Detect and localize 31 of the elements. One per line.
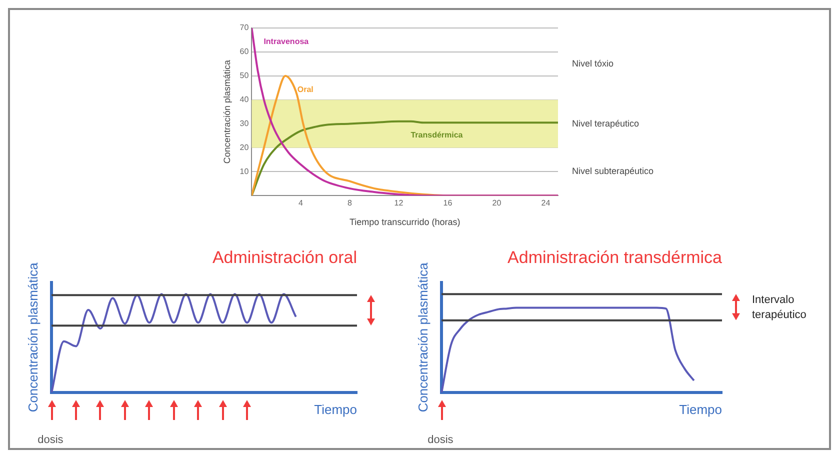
text: Nivel subterapéutico	[572, 166, 654, 176]
series-label: Transdérmica	[410, 130, 464, 140]
y-tick-label: 30	[240, 118, 250, 128]
text: dosis	[38, 434, 64, 446]
chart-title: Administración transdérmica	[508, 248, 723, 267]
y-tick-label: 40	[240, 95, 250, 104]
line-series	[252, 28, 558, 196]
text: Intervalo terapéutico	[752, 294, 806, 321]
x-tick-label: 8	[347, 198, 352, 208]
series-label: Intravenosa	[264, 37, 310, 46]
chart-title: Administración oral	[212, 248, 357, 267]
x-tick-label: 12	[394, 198, 404, 208]
band-label: Nivel terapéutico	[572, 118, 640, 128]
y-axis-title: Concentración plasmática	[25, 262, 40, 412]
x-axis-title: Tiempo	[314, 402, 357, 417]
y-tick-label: 60	[240, 47, 250, 56]
y-tick-label: 10	[240, 166, 250, 176]
text: dosis	[428, 434, 454, 446]
y-tick-label: 50	[240, 71, 250, 80]
series-label: Oral	[297, 85, 314, 94]
x-axis-title: Tiempo	[679, 402, 722, 417]
y-tick-label: 70	[240, 23, 250, 32]
y-tick-label: 20	[240, 142, 250, 152]
x-tick-label: 24	[541, 198, 551, 208]
x-tick-label: 16	[443, 198, 453, 208]
x-tick-label: 20	[492, 198, 502, 208]
x-tick-label: 4	[298, 198, 304, 208]
text: Nivel tóxio	[572, 58, 614, 68]
y-axis-title: Concentración plasmática	[222, 60, 232, 164]
x-axis-title: Tiempo transcurrido (horas)	[350, 217, 460, 228]
y-axis-title: Concentración plasmática	[415, 262, 430, 412]
